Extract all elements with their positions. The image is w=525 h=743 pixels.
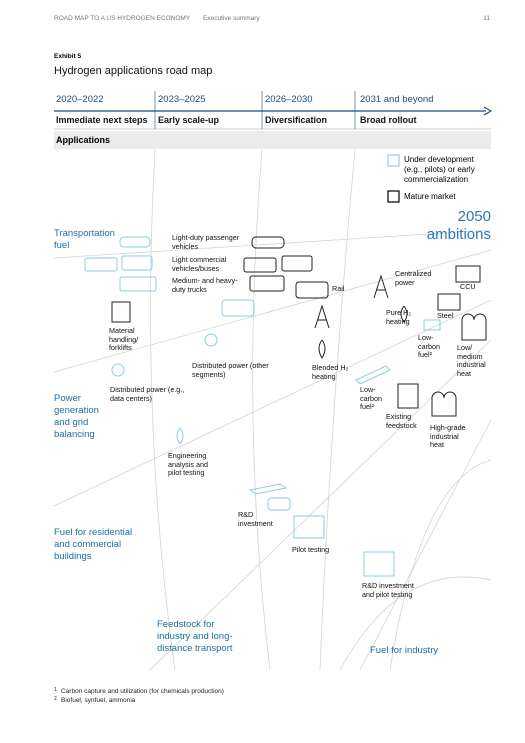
node-label: Blended H₂ heating: [312, 363, 349, 381]
ambitions-label: 2050 ambitions: [426, 208, 491, 243]
node-label: Light commercial vehicles/buses: [172, 255, 227, 273]
node-label: Rail: [332, 284, 345, 293]
node-label: Low/ medium industrial heat: [457, 343, 486, 378]
header-section: Executive summary: [203, 15, 260, 22]
segment-label: Transportation fuel: [54, 228, 115, 251]
header-title: ROAD MAP TO A US HYDROGEN ECONOMY: [54, 15, 191, 22]
node-label: High-grade industrial heat: [430, 423, 466, 450]
node-label: Engineering analysis and pilot testing: [168, 451, 208, 478]
node-label: Pure H₂ heating: [386, 308, 412, 326]
node-label: Low-carbon fuel²: [418, 333, 440, 360]
exhibit-label: Exhibit 5: [54, 53, 82, 60]
footnote-marker: 2: [54, 696, 57, 702]
page-number: 11: [483, 15, 490, 22]
legend-item: Under development (e.g., pilots) or earl…: [404, 155, 475, 184]
node-label: CCU: [460, 282, 476, 291]
node-label: R&D investment: [238, 510, 273, 528]
node-label: Existing feedstock: [386, 412, 417, 430]
node-label: Steel: [437, 311, 454, 320]
node-label: Centralized power: [395, 269, 432, 287]
node-label: Low-carbon fuel²: [360, 385, 382, 412]
footnote-marker: 1: [54, 687, 57, 693]
period-phase: Diversification: [265, 115, 328, 125]
legend-item: Mature market: [404, 192, 456, 201]
period-phase: Immediate next steps: [56, 115, 148, 125]
node-label: Material handling/ forklifts: [109, 326, 139, 353]
segment-label: Power generation and grid balancing: [54, 393, 99, 440]
node-label: R&D investment and pilot testing: [362, 581, 414, 599]
period-years: 2031 and beyond: [360, 94, 434, 105]
segment-label: Fuel for industry: [370, 645, 439, 656]
period-phase: Broad rollout: [360, 115, 417, 125]
node-label: Medium- and heavy-duty trucks: [172, 276, 238, 294]
footnote-text: Biofuel, synfuel, ammonia: [61, 697, 136, 704]
period-years: 2020–2022: [56, 94, 104, 105]
footnote-text: Carbon capture and utilization (for chem…: [61, 688, 224, 695]
exhibit-title: Hydrogen applications road map: [54, 65, 213, 77]
period-phase: Early scale-up: [158, 115, 220, 125]
applications-label: Applications: [56, 135, 111, 145]
segment-label: Fuel for residential and commercial buil…: [54, 527, 133, 562]
node-label: Distributed power (other segments): [192, 361, 269, 379]
node-label: Pilot testing: [292, 545, 330, 554]
node-label: Distributed power (e.g., data centers): [110, 385, 185, 403]
segment-label: Feedstock for industry and long-distance…: [157, 619, 233, 654]
period-years: 2026–2030: [265, 94, 313, 105]
period-years: 2023–2025: [158, 94, 206, 105]
node-label: Light-duty passenger vehicles: [172, 233, 240, 251]
